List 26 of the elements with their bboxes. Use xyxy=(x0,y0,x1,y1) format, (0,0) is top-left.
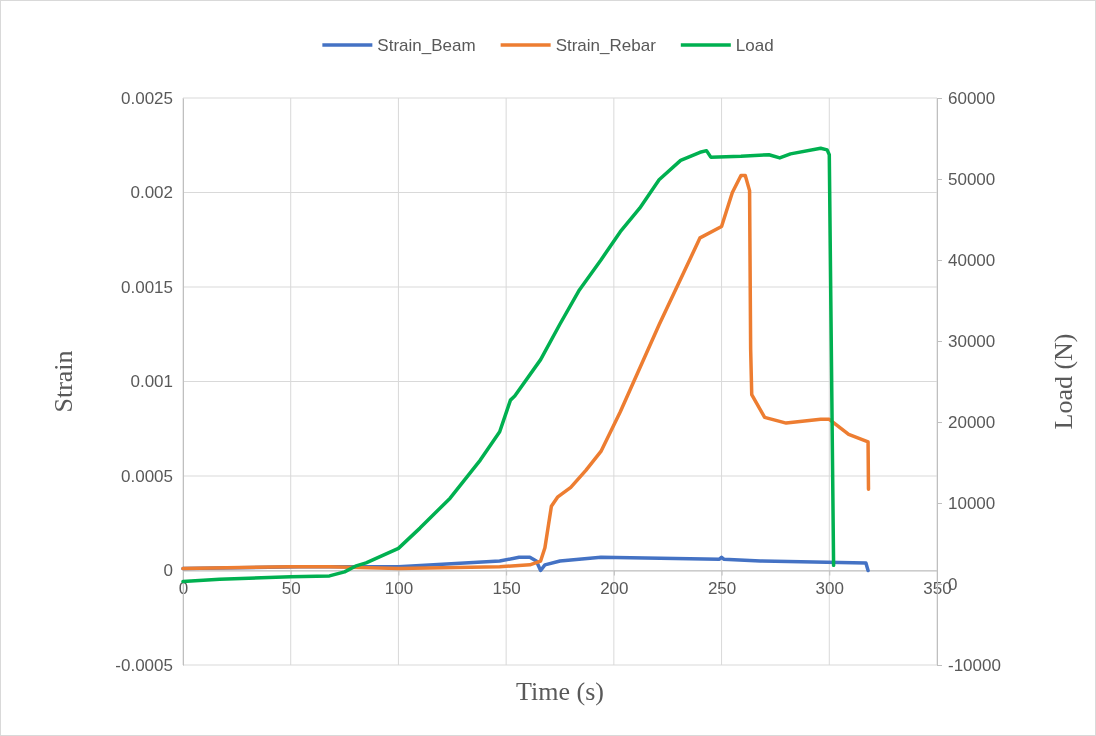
x-axis-title: Time (s) xyxy=(516,677,604,706)
y-tick-label: 0.0025 xyxy=(121,88,173,108)
legend-label: Load xyxy=(735,36,774,55)
x-tick-label: 50 xyxy=(281,578,301,598)
x-tick-label: 250 xyxy=(707,578,737,598)
y-tick-label: 0.0015 xyxy=(121,277,173,297)
y2-tick-label: -10000 xyxy=(948,655,1001,675)
y-tick-label: -0.0005 xyxy=(115,655,173,675)
legend-label: Strain_Rebar xyxy=(555,36,657,55)
x-tick-label: 200 xyxy=(600,578,629,598)
y2-axis-title: Load (N) xyxy=(1049,333,1078,430)
y-tick-label: 0.002 xyxy=(130,183,173,203)
y2-tick-label: 10000 xyxy=(948,493,996,513)
y-tick-label: 0.001 xyxy=(130,372,173,392)
y-tick-label: 0 xyxy=(163,561,173,581)
x-tick-label: 150 xyxy=(492,578,521,598)
y2-tick-label: 20000 xyxy=(948,412,996,432)
y2-tick-label: 40000 xyxy=(948,250,996,270)
y2-tick-label: 30000 xyxy=(948,331,996,351)
y2-tick-label: 60000 xyxy=(948,88,996,108)
y2-tick-label: 50000 xyxy=(948,169,996,189)
y-tick-label: 0.0005 xyxy=(121,466,173,486)
legend-label: Strain_Beam xyxy=(377,36,476,55)
x-tick-label: 300 xyxy=(815,578,844,598)
x-tick-label: 100 xyxy=(384,578,414,598)
y-axis-title: Strain xyxy=(49,350,78,413)
